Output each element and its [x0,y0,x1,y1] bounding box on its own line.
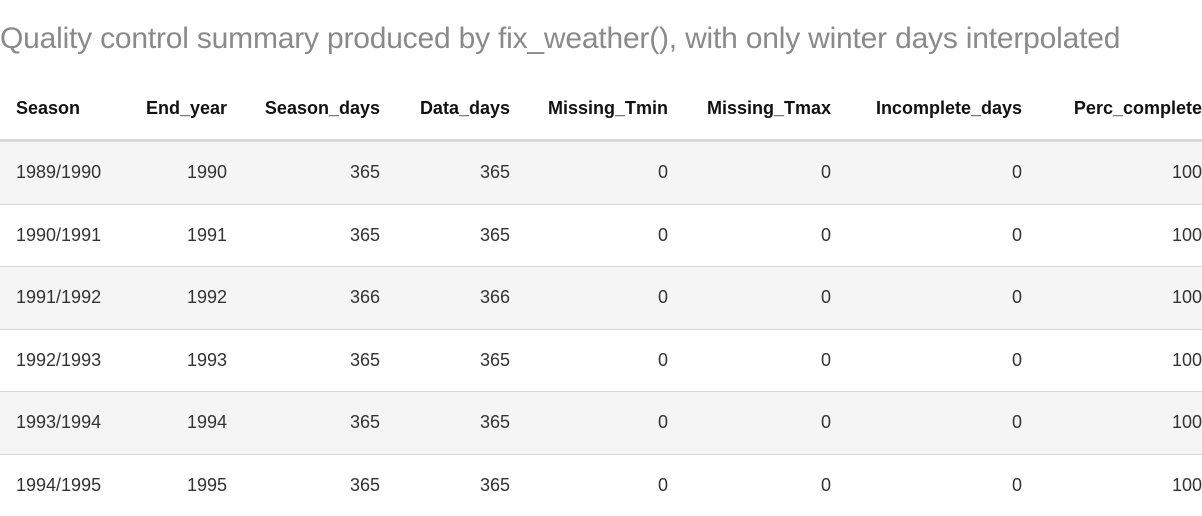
cell-season: 1990/1991 [0,204,120,267]
cell-end-year: 1991 [120,204,227,267]
table-row: 1991/1992 1992 366 366 0 0 0 100 [0,267,1202,330]
header-row: Season End_year Season_days Data_days Mi… [0,77,1202,141]
cell-perc-complete: 100 [1022,329,1202,392]
cell-season-days: 365 [227,454,380,516]
cell-missing-tmax: 0 [668,454,831,516]
header-incomplete-days: Incomplete_days [831,77,1022,141]
cell-end-year: 1992 [120,267,227,330]
table-row: 1994/1995 1995 365 365 0 0 0 100 [0,454,1202,516]
cell-missing-tmin: 0 [510,267,668,330]
cell-end-year: 1995 [120,454,227,516]
cell-incomplete-days: 0 [831,204,1022,267]
header-season: Season [0,77,120,141]
cell-season-days: 366 [227,267,380,330]
cell-missing-tmax: 0 [668,141,831,205]
cell-data-days: 365 [380,329,510,392]
cell-incomplete-days: 0 [831,141,1022,205]
cell-data-days: 365 [380,204,510,267]
cell-season-days: 365 [227,204,380,267]
cell-season: 1993/1994 [0,392,120,455]
cell-season: 1994/1995 [0,454,120,516]
cell-season: 1989/1990 [0,141,120,205]
cell-missing-tmin: 0 [510,454,668,516]
header-missing-tmin: Missing_Tmin [510,77,668,141]
cell-perc-complete: 100 [1022,392,1202,455]
cell-incomplete-days: 0 [831,329,1022,392]
header-season-days: Season_days [227,77,380,141]
table-row: 1993/1994 1994 365 365 0 0 0 100 [0,392,1202,455]
table-row: 1990/1991 1991 365 365 0 0 0 100 [0,204,1202,267]
cell-season: 1991/1992 [0,267,120,330]
cell-perc-complete: 100 [1022,204,1202,267]
cell-missing-tmin: 0 [510,392,668,455]
header-perc-complete: Perc_complete [1022,77,1202,141]
cell-perc-complete: 100 [1022,454,1202,516]
cell-perc-complete: 100 [1022,141,1202,205]
quality-control-table: Season End_year Season_days Data_days Mi… [0,77,1202,516]
cell-missing-tmax: 0 [668,392,831,455]
cell-season-days: 365 [227,392,380,455]
cell-missing-tmin: 0 [510,204,668,267]
cell-data-days: 365 [380,141,510,205]
cell-season-days: 365 [227,141,380,205]
header-end-year: End_year [120,77,227,141]
cell-data-days: 365 [380,454,510,516]
cell-end-year: 1993 [120,329,227,392]
table-row: 1989/1990 1990 365 365 0 0 0 100 [0,141,1202,205]
cell-season: 1992/1993 [0,329,120,392]
cell-missing-tmin: 0 [510,141,668,205]
cell-season-days: 365 [227,329,380,392]
table-row: 1992/1993 1993 365 365 0 0 0 100 [0,329,1202,392]
table-caption: Quality control summary produced by fix_… [0,0,1202,77]
cell-missing-tmax: 0 [668,329,831,392]
cell-incomplete-days: 0 [831,267,1022,330]
cell-missing-tmax: 0 [668,267,831,330]
table-body: 1989/1990 1990 365 365 0 0 0 100 1990/19… [0,141,1202,516]
table-header: Season End_year Season_days Data_days Mi… [0,77,1202,141]
cell-end-year: 1994 [120,392,227,455]
cell-data-days: 365 [380,392,510,455]
header-data-days: Data_days [380,77,510,141]
cell-end-year: 1990 [120,141,227,205]
header-missing-tmax: Missing_Tmax [668,77,831,141]
cell-incomplete-days: 0 [831,454,1022,516]
cell-perc-complete: 100 [1022,267,1202,330]
cell-data-days: 366 [380,267,510,330]
cell-missing-tmin: 0 [510,329,668,392]
cell-incomplete-days: 0 [831,392,1022,455]
cell-missing-tmax: 0 [668,204,831,267]
